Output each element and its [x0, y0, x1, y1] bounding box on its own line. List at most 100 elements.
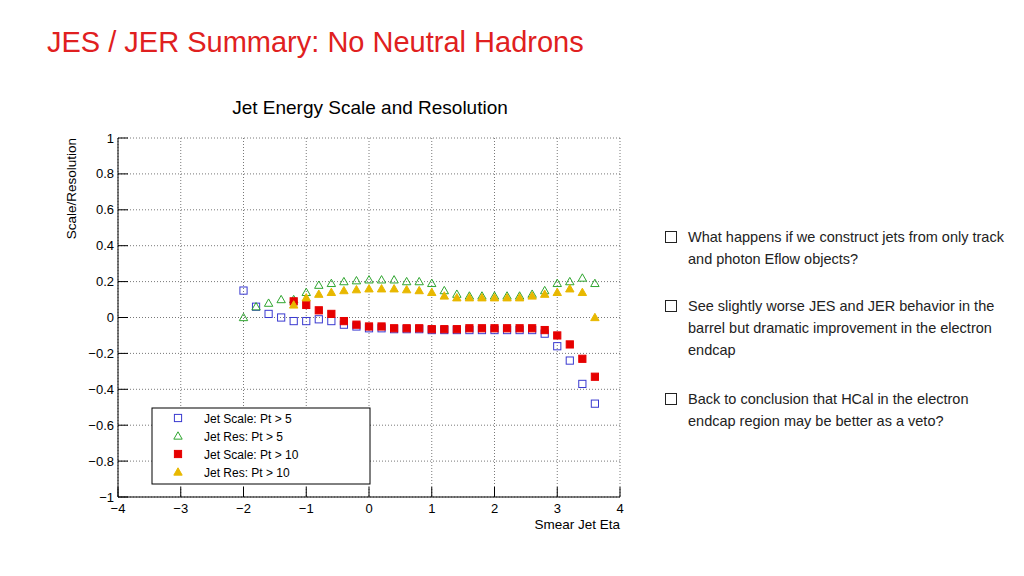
point	[566, 357, 573, 364]
y-tick	[118, 353, 128, 354]
x-axis-title: Smear Jet Eta	[534, 517, 620, 532]
point	[365, 285, 373, 292]
x-tick	[494, 487, 495, 497]
point	[579, 380, 586, 387]
x-tick-label: 3	[554, 501, 561, 516]
y-tick-label: 0.8	[96, 166, 114, 181]
point	[554, 343, 561, 350]
grid-line	[118, 281, 620, 282]
point	[554, 332, 561, 339]
grid-line	[118, 317, 620, 318]
grid-line	[431, 138, 432, 497]
y-tick-label: 0.2	[96, 274, 114, 289]
x-tick-label: 1	[428, 501, 435, 516]
x-tick	[557, 487, 558, 497]
point	[490, 294, 498, 301]
point	[578, 288, 586, 295]
x-tick	[369, 487, 370, 497]
x-tick-label: 2	[491, 501, 498, 516]
point	[591, 313, 599, 320]
point	[566, 285, 574, 292]
x-tick	[431, 487, 432, 497]
point	[403, 325, 410, 332]
x-tick	[118, 487, 119, 497]
point	[416, 325, 423, 332]
point	[390, 285, 398, 292]
point	[290, 301, 298, 308]
grid-line	[494, 138, 495, 497]
point	[340, 317, 347, 324]
bullet-text: Back to conclusion that HCal in the elec…	[688, 388, 1010, 432]
point	[428, 326, 435, 333]
legend-marker	[174, 450, 181, 457]
point	[453, 326, 460, 333]
x-tick-label: 0	[365, 501, 372, 516]
point	[302, 294, 310, 301]
point	[440, 292, 448, 299]
grid-line	[620, 138, 621, 497]
point	[528, 292, 536, 299]
point	[478, 325, 485, 332]
point	[541, 326, 548, 333]
point	[416, 326, 423, 333]
x-tick-label: −1	[299, 501, 314, 516]
point	[402, 285, 410, 292]
plot-area	[239, 274, 599, 407]
x-tick-label: 4	[616, 501, 623, 516]
point	[441, 326, 448, 333]
y-axis-title: Scale/Resolution	[64, 138, 79, 239]
bullet: What happens if we construct jets from o…	[665, 226, 1010, 270]
grid-line	[118, 353, 620, 354]
point	[340, 277, 348, 284]
legend-marker	[174, 414, 181, 421]
point	[264, 299, 272, 306]
point	[441, 326, 448, 333]
point	[328, 317, 335, 324]
point	[491, 325, 498, 332]
x-tick	[180, 487, 181, 497]
x-tick	[620, 487, 621, 497]
point	[327, 279, 335, 286]
point	[591, 400, 598, 407]
point	[378, 323, 385, 330]
point	[403, 326, 410, 333]
x-tick-label: −2	[236, 501, 251, 516]
x-tick-label: −3	[173, 501, 188, 516]
point	[453, 294, 461, 301]
y-tick-label: 1	[107, 131, 114, 146]
grid-line	[557, 138, 558, 497]
point	[240, 287, 247, 294]
point	[578, 274, 586, 281]
point	[391, 326, 398, 333]
y-tick-label: −0.2	[88, 346, 114, 361]
point	[402, 277, 410, 284]
legend-box	[152, 408, 370, 484]
bullet: Back to conclusion that HCal in the elec…	[665, 388, 1010, 432]
point	[290, 317, 297, 324]
point	[541, 290, 549, 297]
point	[465, 294, 473, 301]
legend-label: Jet Res: Pt > 5	[204, 430, 283, 444]
point	[252, 303, 260, 310]
point	[591, 279, 599, 286]
point	[516, 325, 523, 332]
y-tick	[118, 497, 128, 498]
point	[303, 301, 310, 308]
legend-label: Jet Scale: Pt > 5	[204, 412, 292, 426]
point	[327, 288, 335, 295]
point	[352, 277, 360, 284]
y-tick-label: 0.6	[96, 202, 114, 217]
y-tick	[118, 317, 128, 318]
chart-title: Jet Energy Scale and Resolution	[232, 97, 508, 118]
point	[277, 295, 285, 302]
y-tick-label: −0.6	[88, 418, 114, 433]
bullet: See slightly worse JES and JER behavior …	[665, 295, 1010, 361]
point	[391, 325, 398, 332]
point	[503, 325, 510, 332]
point	[415, 277, 423, 284]
point	[428, 326, 435, 333]
y-tick-label: 0.4	[96, 238, 114, 253]
y-tick	[118, 173, 128, 174]
legend-marker	[174, 432, 182, 439]
point	[315, 281, 323, 288]
